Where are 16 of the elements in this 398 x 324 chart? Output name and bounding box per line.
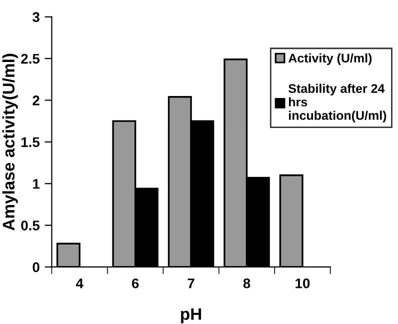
y-tick-label: 3 [32, 12, 40, 22]
y-axis-title: Amylase activity(U/ml) [2, 54, 18, 230]
x-tick-label: 6 [132, 278, 139, 288]
y-tick-label: 0 [32, 262, 40, 272]
legend-label: Stability after 24 hrs incubation(U/ml) [288, 84, 386, 122]
legend-label: Activity (U/ml) [288, 53, 372, 66]
y-tick-label: 1 [33, 179, 40, 189]
x-axis-title: pH [181, 308, 202, 324]
x-tick-label: 7 [188, 278, 194, 288]
x-tick-label: 4 [76, 278, 84, 288]
y-tick-label: 2.5 [21, 54, 40, 64]
y-tick-label: 1.5 [22, 137, 40, 148]
y-tick-label: 0.5 [21, 220, 40, 230]
y-tick-label: 2 [32, 96, 40, 106]
x-tick-label: 8 [243, 278, 250, 288]
x-tick-label: 10 [296, 278, 310, 288]
